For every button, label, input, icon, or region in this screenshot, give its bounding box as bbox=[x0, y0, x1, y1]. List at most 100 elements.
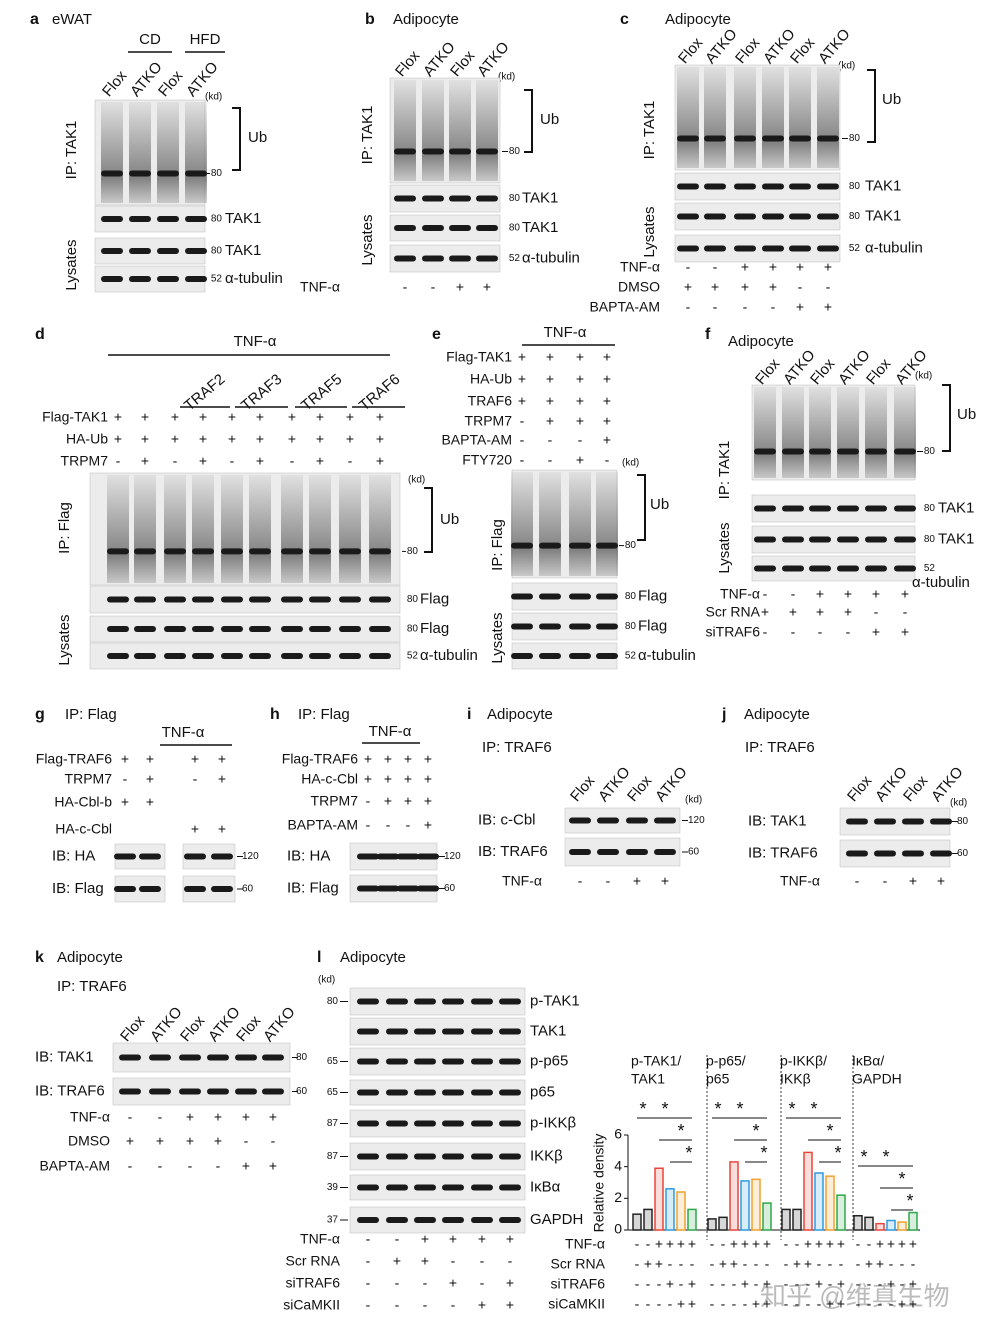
condition-sign: + bbox=[384, 793, 392, 809]
band bbox=[677, 213, 699, 220]
condition-sign: + bbox=[763, 1236, 771, 1252]
size-marker: 37 bbox=[327, 1215, 339, 1226]
condition-sign: - bbox=[395, 1275, 400, 1291]
smear bbox=[129, 102, 151, 203]
band bbox=[369, 548, 391, 555]
blot-label: TAK1 bbox=[865, 177, 901, 194]
blot-label: IB: TAK1 bbox=[35, 1048, 94, 1065]
treatment-header: TNF-α bbox=[162, 724, 205, 741]
significance: * bbox=[826, 1121, 833, 1141]
condition-sign: + bbox=[804, 1236, 812, 1252]
condition-label: TNF-α bbox=[620, 259, 660, 275]
condition-sign: - bbox=[480, 1253, 485, 1269]
condition-sign: + bbox=[256, 409, 264, 425]
lane-label: Flox bbox=[117, 1012, 149, 1045]
band bbox=[129, 170, 151, 177]
band bbox=[499, 1217, 521, 1223]
band bbox=[499, 1028, 521, 1035]
band bbox=[101, 170, 123, 177]
band bbox=[837, 505, 859, 512]
band bbox=[377, 885, 399, 892]
band bbox=[704, 245, 726, 252]
condition-sign: + bbox=[901, 586, 909, 602]
condition-sign: - bbox=[878, 1296, 883, 1312]
smear bbox=[185, 102, 207, 203]
band bbox=[874, 818, 896, 825]
size-marker: 80 bbox=[509, 223, 521, 234]
band bbox=[249, 653, 271, 659]
panel-title: Adipocyte bbox=[340, 949, 406, 966]
condition-sign: + bbox=[506, 1231, 514, 1247]
condition-sign: + bbox=[478, 1231, 486, 1247]
condition-sign: - bbox=[806, 1296, 811, 1312]
blot-label: TAK1 bbox=[938, 530, 974, 547]
condition-sign: + bbox=[815, 1236, 823, 1252]
significance: * bbox=[882, 1147, 889, 1167]
band bbox=[539, 593, 561, 600]
blot-label: TAK1 bbox=[522, 219, 558, 236]
lane-label: Flox bbox=[567, 772, 599, 805]
condition-sign: - bbox=[646, 1296, 651, 1312]
bar bbox=[825, 1175, 835, 1231]
condition-sign: - bbox=[874, 604, 879, 620]
blot-label: α-tubulin bbox=[420, 647, 478, 664]
band bbox=[596, 542, 618, 549]
treatment-header: TNF-α bbox=[369, 723, 412, 740]
blot-label: TAK1 bbox=[865, 207, 901, 224]
panel-title: eWAT bbox=[52, 11, 92, 28]
lysates-label: Lysates bbox=[359, 214, 376, 265]
condition-sign: + bbox=[114, 431, 122, 447]
band bbox=[809, 565, 831, 572]
band bbox=[357, 1058, 379, 1065]
condition-sign: + bbox=[666, 1276, 674, 1292]
condition-sign: - bbox=[806, 1276, 811, 1292]
ip-label: IP: TAK1 bbox=[641, 101, 658, 160]
blot-label: TAK1 bbox=[522, 189, 558, 206]
condition-sign: - bbox=[635, 1296, 640, 1312]
ub-bracket bbox=[637, 474, 646, 541]
band bbox=[499, 1153, 521, 1160]
blot bbox=[751, 384, 916, 481]
condition-sign: + bbox=[901, 624, 909, 640]
condition-sign: + bbox=[384, 751, 392, 767]
treatment-header: TNF-α bbox=[544, 324, 587, 341]
condition-sign: - bbox=[743, 1256, 748, 1272]
bar bbox=[632, 1213, 642, 1231]
band bbox=[185, 248, 207, 254]
condition-sign: - bbox=[763, 624, 768, 640]
condition-label: TRPM7 bbox=[311, 793, 359, 809]
band bbox=[357, 853, 379, 860]
ub-label: Ub bbox=[248, 129, 267, 146]
band bbox=[837, 536, 859, 543]
ub-bracket bbox=[942, 384, 951, 452]
condition-sign: - bbox=[791, 624, 796, 640]
band bbox=[119, 1088, 141, 1095]
condition-sign: - bbox=[754, 1276, 759, 1292]
blot-label: IB: Flag bbox=[52, 880, 104, 897]
size-marker: 80 bbox=[509, 193, 521, 204]
condition-label: Flag-TRAF6 bbox=[282, 751, 358, 767]
condition-sign: - bbox=[784, 1276, 789, 1292]
condition-sign: + bbox=[364, 751, 372, 767]
band bbox=[704, 183, 726, 190]
band bbox=[511, 623, 533, 630]
ub-bracket bbox=[524, 89, 533, 153]
band bbox=[596, 653, 618, 659]
band bbox=[281, 653, 303, 659]
condition-sign: + bbox=[141, 431, 149, 447]
condition-sign: - bbox=[173, 453, 178, 469]
condition-sign: + bbox=[576, 413, 584, 429]
condition-sign: + bbox=[256, 453, 264, 469]
band bbox=[369, 626, 391, 632]
condition-sign: - bbox=[900, 1256, 905, 1272]
condition-sign: - bbox=[406, 817, 411, 833]
condition-sign: + bbox=[186, 1133, 194, 1149]
band bbox=[442, 1153, 464, 1160]
condition-sign: - bbox=[480, 1275, 485, 1291]
band bbox=[471, 1120, 493, 1127]
condition-sign: + bbox=[909, 1296, 917, 1312]
bar bbox=[897, 1221, 907, 1231]
band bbox=[357, 998, 379, 1005]
blot-label: p-p65 bbox=[530, 1052, 568, 1069]
condition-sign: - bbox=[911, 1256, 916, 1272]
